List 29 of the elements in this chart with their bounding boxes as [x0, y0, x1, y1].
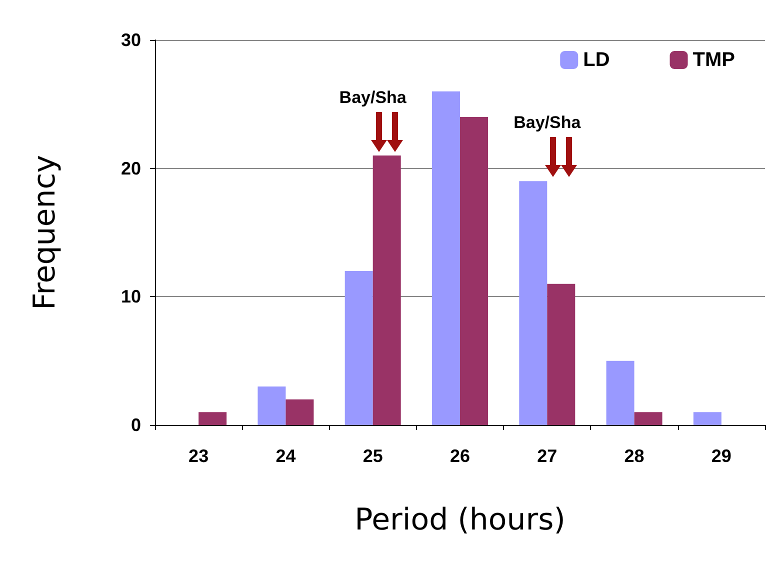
legend-label: LD: [583, 49, 610, 71]
x-axis-title: Period (hours): [354, 502, 566, 538]
annotation: Bay/Sha: [514, 113, 581, 134]
y-tick-label: 20: [120, 158, 141, 178]
bar: [634, 412, 662, 425]
x-tick-label: 23: [188, 446, 209, 466]
bar: [519, 181, 548, 425]
bar: [286, 399, 314, 425]
y-tick-label: 30: [120, 30, 141, 50]
bar: [693, 412, 722, 425]
x-tick-label: 28: [624, 446, 644, 466]
y-tick-label: 10: [120, 286, 141, 307]
bar: [258, 386, 286, 425]
bar: [460, 117, 488, 425]
bar: [372, 156, 401, 425]
y-tick-label: 0: [130, 415, 141, 435]
y-axis-title: Frequency: [28, 155, 62, 310]
x-tick-label: 29: [711, 446, 732, 466]
x-tick-label: 25: [362, 446, 383, 466]
x-tick-label: 27: [537, 446, 558, 466]
x-tick-label: 26: [450, 446, 470, 466]
bar: [432, 91, 460, 425]
annotation: Bay/Sha: [339, 88, 406, 108]
bar: [344, 271, 373, 425]
x-tick-label: 24: [276, 446, 296, 466]
bar: [547, 284, 576, 425]
bar: [606, 360, 634, 425]
legend-label: TMP: [692, 49, 735, 71]
bar: [198, 412, 227, 425]
